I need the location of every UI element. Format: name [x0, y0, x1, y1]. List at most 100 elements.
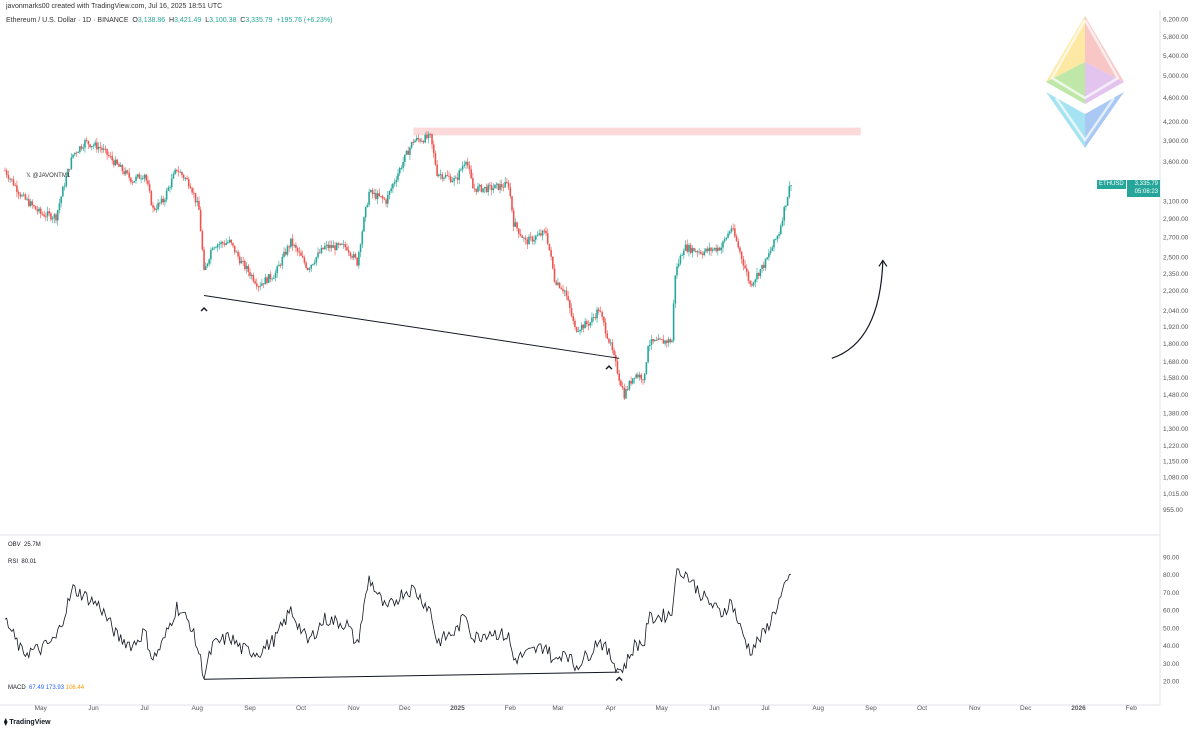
candle [543, 228, 546, 234]
symbol-ohlc-line: Ethereum / U.S. Dollar · 1D · BINANCE O3… [6, 17, 333, 24]
candle [759, 268, 762, 279]
candle [87, 140, 90, 150]
candle [506, 178, 508, 185]
rsi-indicator-label[interactable]: RSI 80.01 [8, 559, 36, 565]
candle [245, 262, 248, 274]
candle [608, 338, 610, 345]
candle [422, 139, 425, 144]
candle [404, 154, 406, 167]
candle [628, 379, 631, 392]
candle [400, 165, 403, 171]
candle [672, 299, 675, 343]
candle [771, 245, 774, 251]
candle [635, 372, 637, 379]
candle [90, 145, 93, 151]
candle [313, 259, 316, 266]
candle [216, 243, 219, 252]
candle [167, 185, 170, 192]
candle [296, 246, 299, 256]
candle [734, 224, 736, 238]
rsi-caret-marker [615, 676, 623, 681]
candle [266, 276, 268, 285]
macd-indicator-label[interactable]: MACD 67.49 173.93 106.44 [8, 685, 84, 691]
candle [92, 143, 95, 149]
rsi-label: RSI [8, 559, 19, 565]
candle [17, 189, 20, 200]
candle [477, 183, 479, 193]
price-tick-label-20: 1,380.00 [1163, 410, 1189, 417]
candle [376, 189, 379, 205]
candle [548, 243, 551, 252]
price-axis: 6,200.00 5,800.00 5,400.00 5,000.00 4,600.00… [1163, 17, 1189, 514]
candle [482, 188, 484, 194]
candle [453, 175, 455, 187]
candle [449, 173, 452, 183]
candle [417, 134, 420, 143]
author-handle: @JAVONTM1 [32, 173, 71, 179]
candle [56, 209, 59, 226]
candle [778, 231, 780, 239]
candle [267, 273, 270, 284]
high-value: 3,421.49 [174, 17, 202, 24]
candle [463, 160, 466, 168]
price-tick-label-15: 1,920.00 [1163, 324, 1189, 331]
rsi-marker [615, 676, 623, 681]
price-tick-label-11: 2,500.00 [1163, 255, 1189, 262]
candle [281, 253, 284, 270]
candle [242, 256, 244, 266]
candle [233, 245, 236, 255]
candle [664, 339, 666, 347]
candle [169, 185, 171, 193]
candle [577, 326, 580, 333]
time-tick-label-11: Apr [606, 705, 617, 712]
candle [468, 161, 471, 175]
candle [116, 158, 119, 165]
candle [611, 339, 614, 354]
candle [196, 196, 199, 207]
candle [155, 204, 158, 214]
candle [713, 247, 716, 252]
candle [470, 165, 472, 180]
candle [315, 256, 318, 266]
time-tick-label-13: Jun [709, 705, 720, 712]
candle [351, 254, 353, 260]
candle [204, 262, 207, 271]
projection-arrow-head [878, 259, 888, 267]
time-tick-label-20: 2026 [1071, 705, 1086, 712]
candle [686, 239, 689, 254]
candle [630, 376, 632, 386]
candle [80, 143, 83, 151]
candle [407, 146, 410, 155]
candle [584, 317, 586, 329]
candle [124, 167, 127, 177]
time-axis: May Jun Jul Aug Sep Oct Nov Dec 2025 Feb Mar Apr May… [35, 705, 1138, 712]
candle [444, 172, 447, 179]
candle [24, 192, 27, 201]
candle [599, 306, 602, 313]
candle [524, 234, 527, 245]
candle [113, 158, 115, 168]
candle [150, 189, 153, 206]
candlestick-series [4, 130, 792, 401]
candle [705, 248, 707, 254]
candle [432, 140, 435, 158]
candle [781, 217, 784, 228]
obv-indicator-label[interactable]: OBV 25.7M [8, 542, 41, 548]
candle [395, 175, 398, 188]
candle [65, 171, 68, 188]
price-tick-label-22: 1,220.00 [1163, 443, 1189, 450]
candle [60, 195, 62, 208]
time-tick-label-17: Oct [917, 705, 927, 712]
candle [538, 229, 541, 236]
candle [324, 242, 326, 251]
candle [244, 259, 246, 272]
candle [410, 141, 413, 150]
candle [541, 229, 544, 241]
candle [694, 248, 697, 253]
candle [443, 176, 445, 182]
tradingview-logo[interactable]: ⧫ TradingView [4, 718, 51, 726]
candle [393, 178, 396, 187]
candle [744, 260, 746, 270]
candle [438, 173, 440, 178]
